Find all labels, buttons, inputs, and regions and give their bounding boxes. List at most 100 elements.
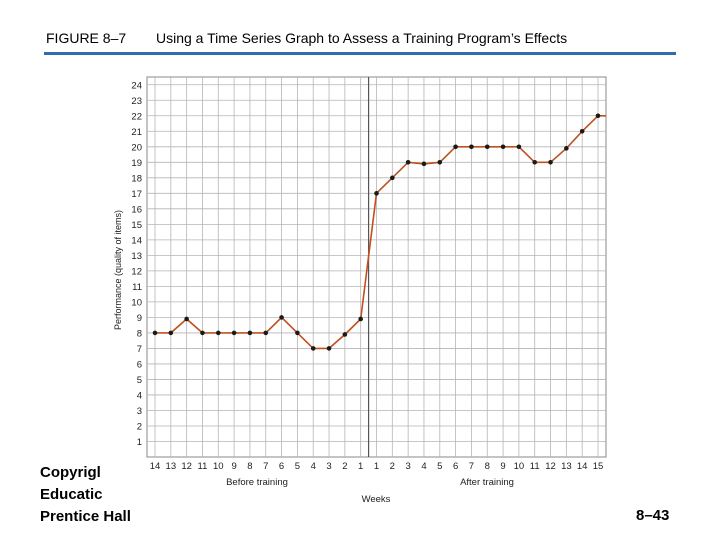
- x-tick-label: 1: [374, 461, 379, 472]
- x-tick-label: 14: [577, 461, 588, 472]
- x-tick-label: 10: [213, 461, 224, 472]
- y-tick-label: 5: [137, 375, 142, 386]
- figure-number: FIGURE 8–7: [46, 30, 127, 46]
- x-tick-label: 6: [279, 461, 284, 472]
- data-points: [152, 113, 601, 351]
- y-tick-label: 3: [137, 406, 142, 417]
- y-tick-label: 7: [137, 344, 142, 355]
- y-tick-label: 19: [131, 158, 142, 169]
- x-tick-label: 7: [263, 461, 268, 472]
- y-tick-label: 16: [131, 204, 142, 215]
- x-tick-label: 9: [500, 461, 505, 472]
- group-label-after: After training: [460, 477, 514, 488]
- x-tick-label: 2: [390, 461, 395, 472]
- y-tick-label: 22: [131, 111, 142, 122]
- data-point: [184, 316, 189, 322]
- y-tick-label: 11: [132, 282, 142, 293]
- data-point: [421, 161, 427, 167]
- x-tick-label: 5: [437, 461, 442, 472]
- x-tick-label: 4: [311, 461, 316, 472]
- y-tick-label: 13: [131, 251, 142, 262]
- y-tick-label: 24: [131, 80, 142, 91]
- y-tick-label: 23: [131, 96, 142, 107]
- data-point: [500, 144, 506, 150]
- x-tick-labels: 14 13 12 11 10 9 8 7 6 5 4 3 2 1 1 2 3 4 5 6 7 8 9 10 11 12 13 14 15: [150, 461, 604, 472]
- copyright-line: Educatic: [40, 486, 103, 503]
- y-tick-label: 6: [137, 359, 142, 370]
- title-rule: [44, 52, 676, 55]
- data-point: [200, 330, 205, 336]
- x-tick-label: 3: [326, 461, 331, 472]
- y-axis-label: Performance (quality of items): [113, 210, 123, 330]
- data-point: [247, 330, 253, 336]
- data-point: [405, 160, 411, 165]
- data-point: [263, 330, 269, 336]
- group-label-before: Before training: [226, 477, 288, 488]
- x-tick-label: 12: [181, 461, 192, 472]
- data-point: [168, 330, 174, 336]
- y-tick-label: 14: [131, 235, 142, 246]
- x-tick-label: 1: [358, 461, 363, 472]
- x-tick-label: 3: [405, 461, 410, 472]
- data-point: [374, 191, 379, 196]
- data-point: [579, 128, 585, 134]
- copyright-line: Copyrigl: [40, 464, 101, 481]
- data-point: [279, 315, 284, 320]
- x-tick-label: 13: [561, 461, 572, 472]
- x-tick-label: 6: [453, 461, 458, 472]
- x-tick-label: 13: [166, 461, 177, 472]
- x-tick-label: 14: [150, 461, 161, 472]
- y-tick-label: 2: [137, 421, 142, 432]
- x-tick-label: 2: [342, 461, 347, 472]
- y-tick-label: 9: [137, 313, 142, 324]
- y-tick-label: 15: [131, 220, 142, 231]
- data-point: [595, 113, 601, 119]
- x-tick-label: 10: [514, 461, 525, 472]
- data-point: [215, 330, 221, 336]
- x-tick-label: 9: [231, 461, 236, 472]
- y-tick-label: 18: [131, 173, 142, 184]
- chart-grid: [146, 76, 607, 458]
- data-point: [295, 330, 300, 336]
- data-point: [564, 146, 569, 151]
- x-tick-label: 7: [469, 461, 474, 472]
- y-tick-label: 12: [131, 266, 142, 277]
- copyright-line: Prentice Hall: [40, 508, 131, 525]
- data-point: [310, 346, 316, 351]
- data-point: [390, 175, 395, 181]
- x-tick-label: 11: [198, 461, 208, 472]
- figure-title: Using a Time Series Graph to Assess a Tr…: [156, 30, 568, 46]
- data-point: [152, 330, 158, 336]
- x-tick-label: 11: [530, 461, 540, 472]
- data-point: [532, 160, 538, 165]
- data-point: [453, 144, 458, 150]
- data-point: [548, 160, 553, 165]
- x-tick-label: 12: [545, 461, 556, 472]
- data-point: [469, 144, 474, 150]
- y-tick-label: 10: [131, 297, 142, 308]
- x-tick-label: 8: [247, 461, 252, 472]
- x-tick-label: 5: [295, 461, 300, 472]
- y-tick-label: 1: [137, 437, 142, 448]
- x-tick-label: 15: [593, 461, 604, 472]
- copyright-notice: Copyrigl Educatic Prentice Hall: [40, 462, 131, 528]
- data-point: [516, 144, 522, 150]
- data-point: [326, 346, 332, 351]
- data-point: [437, 160, 443, 165]
- data-point: [342, 332, 348, 337]
- x-axis-label: Weeks: [362, 494, 391, 505]
- x-tick-label: 4: [421, 461, 426, 472]
- data-point: [231, 330, 237, 336]
- series-line: [155, 115, 606, 350]
- y-tick-label: 8: [137, 328, 142, 339]
- y-tick-label: 17: [131, 189, 142, 200]
- data-point: [484, 144, 490, 150]
- x-tick-label: 8: [485, 461, 490, 472]
- y-tick-label: 20: [131, 142, 142, 153]
- y-tick-label: 21: [131, 127, 142, 138]
- y-tick-label: 4: [137, 390, 142, 401]
- data-point: [358, 316, 363, 322]
- page-number: 8–43: [636, 507, 670, 524]
